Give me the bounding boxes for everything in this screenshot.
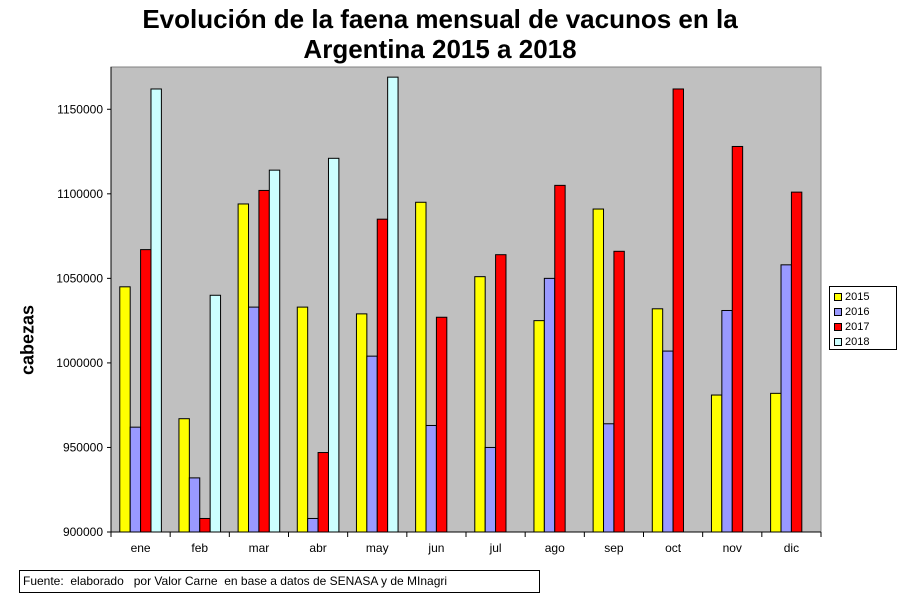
bar-2017-nov (731, 145, 744, 533)
bar-2018-feb (209, 294, 222, 533)
bar-2016-dic (780, 264, 792, 533)
bar-2016-jul (484, 446, 497, 533)
bar-2017-sep (613, 250, 625, 533)
y-tick-label-5: 1150000 (57, 102, 103, 116)
y-tick-label-2: 1000000 (56, 356, 103, 370)
legend: 2015 2016 2017 2018 (829, 286, 897, 350)
y-tick-label-4: 1100000 (57, 187, 103, 201)
legend-swatch-2017 (834, 322, 842, 331)
bar-2017-dic (790, 191, 803, 533)
legend-label-2015: 2015 (845, 290, 870, 303)
legend-label-2016: 2016 (845, 305, 870, 318)
bar-2018-may (387, 76, 399, 533)
bar-2016-nov (721, 309, 733, 533)
bar-2016-oct (662, 350, 674, 533)
legend-item-2015: 2015 (834, 289, 896, 304)
legend-item-2016: 2016 (834, 304, 896, 319)
x-tick-label-jun: jun (427, 541, 444, 555)
bar-2016-may (366, 355, 378, 533)
y-tick-label-1: 950000 (63, 440, 103, 454)
bar-2016-ene (129, 426, 142, 533)
x-tick-label-ago: ago (545, 541, 565, 555)
legend-item-2018: 2018 (834, 334, 896, 349)
chart-title-line-2: Argentina 2015 a 2018 (303, 34, 577, 64)
chart-title-line-1: Evolución de la faena mensual de vacunos… (142, 4, 738, 34)
bar-2016-feb (188, 477, 201, 533)
bar-2015-sep (592, 208, 605, 533)
legend-label-2017: 2017 (845, 320, 870, 333)
bar-2015-dic (770, 392, 782, 533)
bar-2015-abr (296, 306, 309, 533)
bar-2017-ago (554, 184, 566, 533)
bar-2016-sep (603, 423, 615, 533)
legend-swatch-2018 (834, 337, 842, 346)
legend-item-2017: 2017 (834, 319, 896, 334)
bar-2017-mar (258, 189, 270, 533)
x-tick-label-nov: nov (723, 541, 742, 555)
bar-2015-oct (651, 308, 664, 533)
bar-2018-abr (327, 157, 340, 533)
bar-2016-jun (425, 424, 437, 533)
plot-area (110, 66, 822, 533)
bar-2017-feb (199, 517, 211, 533)
x-tick-label-mar: mar (249, 541, 270, 555)
bar-2017-jul (495, 254, 507, 533)
bar-2015-may (355, 313, 368, 533)
y-tick-label-3: 1050000 (56, 271, 103, 285)
bar-2015-feb (178, 418, 190, 533)
chart-title: Evolución de la faena mensual de vacunos… (60, 4, 820, 64)
x-tick-label-feb: feb (191, 541, 208, 555)
bar-2016-abr (307, 517, 319, 533)
bar-2017-ene (140, 249, 152, 533)
bar-2018-ene (150, 88, 162, 533)
bar-2018-mar (268, 169, 281, 533)
source-note: Fuente: elaborado por Valor Carne en bas… (19, 570, 540, 593)
bar-2015-jul (474, 276, 486, 533)
x-tick-label-may: may (366, 541, 389, 555)
x-tick-label-jul: jul (489, 541, 502, 555)
x-tick-label-oct: oct (665, 541, 682, 555)
x-tick-label-dic: dic (784, 541, 799, 555)
x-tick-label-sep: sep (604, 541, 624, 555)
x-tick-label-ene: ene (131, 541, 151, 555)
bar-2017-jun (435, 316, 448, 533)
bar-2015-jun (415, 201, 427, 533)
y-tick-label-0: 900000 (63, 525, 103, 539)
bar-2017-oct (672, 88, 684, 533)
legend-swatch-2015 (834, 292, 842, 301)
bar-2015-mar (237, 203, 250, 533)
bar-2015-ene (119, 286, 131, 533)
bar-2016-mar (248, 306, 260, 533)
bar-2016-ago (543, 277, 556, 533)
bar-2017-may (376, 218, 389, 533)
bar-2015-nov (710, 394, 723, 533)
bar-2015-ago (533, 320, 545, 533)
legend-label-2018: 2018 (845, 335, 870, 348)
legend-swatch-2016 (834, 307, 842, 316)
bar-2017-abr (317, 452, 329, 533)
x-tick-label-abr: abr (309, 541, 326, 555)
